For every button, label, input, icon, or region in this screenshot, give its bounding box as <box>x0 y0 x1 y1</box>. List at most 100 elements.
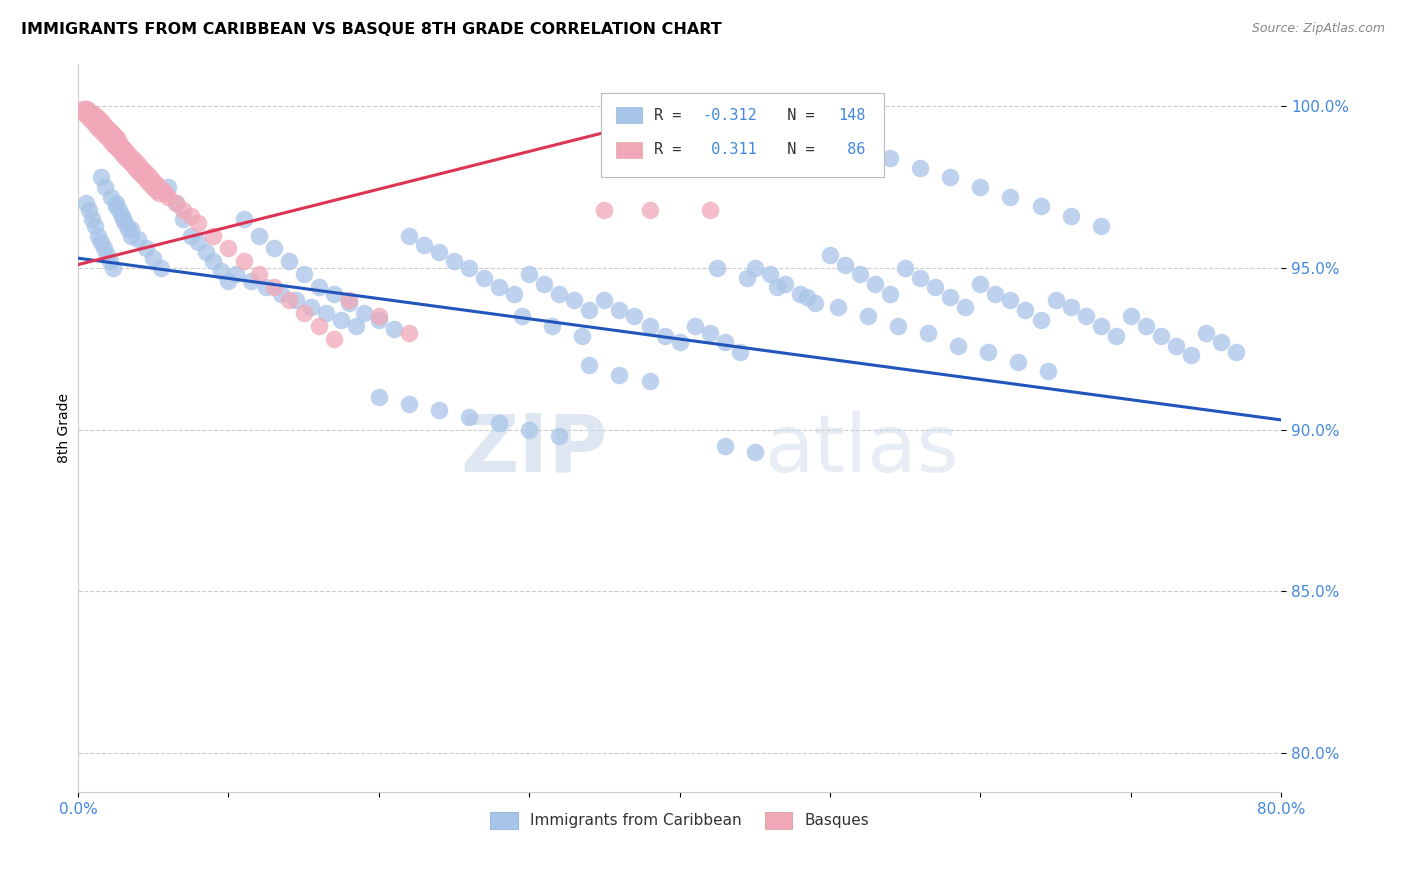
Point <box>91 115 114 129</box>
Point <box>1029 199 1052 213</box>
Point <box>638 319 661 334</box>
Point <box>75 196 97 211</box>
Point <box>1059 209 1081 223</box>
Point <box>593 202 616 217</box>
Text: N =: N = <box>769 143 824 158</box>
Point <box>285 293 308 308</box>
Point <box>97 121 120 136</box>
Point <box>76 103 98 117</box>
Point <box>142 173 165 187</box>
Point <box>773 277 796 291</box>
Legend: Immigrants from Caribbean, Basques: Immigrants from Caribbean, Basques <box>484 805 875 835</box>
Text: atlas: atlas <box>763 411 959 489</box>
Point <box>194 244 217 259</box>
Point <box>517 268 540 282</box>
Point <box>84 119 107 133</box>
Point <box>699 326 721 340</box>
Point <box>110 137 132 152</box>
Point <box>894 260 917 275</box>
Point <box>247 228 270 243</box>
Point <box>322 286 344 301</box>
Point <box>517 423 540 437</box>
Point <box>789 286 811 301</box>
Text: R =: R = <box>654 143 690 158</box>
Point <box>849 141 872 155</box>
Point <box>118 147 141 161</box>
Point <box>571 328 593 343</box>
Point <box>796 290 818 304</box>
Point <box>120 222 142 236</box>
Point <box>1150 328 1173 343</box>
Point <box>89 121 111 136</box>
Point <box>84 109 107 123</box>
Point <box>155 186 177 201</box>
Point <box>337 296 360 310</box>
Point <box>104 131 127 145</box>
Point <box>218 274 240 288</box>
Point <box>157 180 180 194</box>
Point <box>879 151 901 165</box>
Point <box>818 131 841 145</box>
Point <box>578 358 600 372</box>
Point <box>827 300 849 314</box>
Point <box>148 186 170 201</box>
Point <box>129 167 152 181</box>
Text: IMMIGRANTS FROM CARIBBEAN VS BASQUE 8TH GRADE CORRELATION CHART: IMMIGRANTS FROM CARIBBEAN VS BASQUE 8TH … <box>21 22 721 37</box>
Point <box>488 280 510 294</box>
Point <box>139 177 162 191</box>
Point <box>578 302 600 317</box>
Point <box>75 103 97 117</box>
Point <box>82 109 104 123</box>
Point <box>79 105 101 120</box>
Point <box>699 202 721 217</box>
Point <box>668 335 690 350</box>
Point <box>834 258 856 272</box>
Point <box>1059 300 1081 314</box>
Point <box>908 161 931 175</box>
Point <box>503 286 526 301</box>
Point <box>100 135 122 149</box>
Point <box>308 280 330 294</box>
Point <box>863 277 886 291</box>
Point <box>1225 345 1247 359</box>
FancyBboxPatch shape <box>616 142 643 158</box>
Point <box>129 161 152 175</box>
Point <box>148 180 170 194</box>
Point <box>1000 190 1022 204</box>
Point <box>609 302 631 317</box>
Point <box>886 319 908 334</box>
Point <box>315 306 337 320</box>
Point <box>83 219 105 233</box>
Point <box>969 180 991 194</box>
Point <box>818 248 841 262</box>
Point <box>367 310 389 324</box>
Point <box>443 254 465 268</box>
Point <box>86 228 108 243</box>
Point <box>112 147 135 161</box>
Point <box>136 173 159 187</box>
Point <box>209 264 232 278</box>
Point <box>202 254 225 268</box>
Point <box>73 105 96 120</box>
Point <box>72 103 94 117</box>
Point <box>540 319 562 334</box>
Point <box>111 209 134 223</box>
Point <box>157 190 180 204</box>
Point <box>150 183 173 197</box>
Point <box>849 268 872 282</box>
Text: -0.312: -0.312 <box>703 108 758 122</box>
Point <box>713 335 735 350</box>
Point <box>135 242 157 256</box>
Point <box>533 277 555 291</box>
Point <box>172 202 194 217</box>
Point <box>142 180 165 194</box>
Point <box>187 216 209 230</box>
Text: 86: 86 <box>838 143 866 158</box>
Point <box>134 164 156 178</box>
Point <box>292 306 315 320</box>
Point <box>89 112 111 126</box>
Point <box>367 390 389 404</box>
Point <box>939 170 962 185</box>
Point <box>308 319 330 334</box>
Point <box>104 196 127 211</box>
